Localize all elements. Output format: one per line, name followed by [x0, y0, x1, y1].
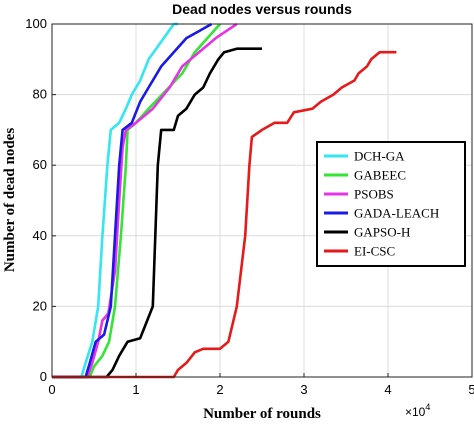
x-tick-label: 3: [300, 382, 307, 397]
y-axis-label: Number of dead nodes: [2, 128, 18, 272]
legend: DCH-GA GABEEC PSOBS GADA-LEACH GAPSO-H EI-CSC: [316, 141, 466, 267]
legend-label-gapso-h: GAPSO-H: [354, 225, 410, 240]
x-tick-label: 5: [468, 382, 474, 397]
y-tick-label: 0: [40, 369, 47, 384]
ticks: 0 1 2 3 4 5 0 20 40 60 80 100: [25, 16, 474, 397]
series-line-psobs: [52, 22, 238, 379]
series-line-gada-leach: [52, 22, 213, 379]
x-tick-label: 2: [216, 382, 223, 397]
y-tick-label: 100: [25, 16, 47, 31]
x-tick-label: 4: [384, 382, 391, 397]
series-line-ei-csc: [52, 50, 397, 379]
x-tick-label: 0: [48, 382, 55, 397]
x-tick-label: 1: [132, 382, 139, 397]
series-line-gapso-h: [52, 47, 262, 379]
x-exponent-power: 4: [425, 402, 430, 412]
legend-box: [316, 141, 466, 267]
series-line-gabeec: [52, 23, 221, 379]
legend-label-psobs: PSOBS: [354, 187, 394, 202]
x-exponent-base: ×10: [405, 405, 426, 419]
series-layer: [52, 22, 397, 379]
y-tick-label: 40: [33, 228, 47, 243]
y-tick-label: 80: [33, 87, 47, 102]
x-axis-label: Number of rounds: [203, 406, 321, 422]
y-tick-label: 60: [33, 157, 47, 172]
legend-label-ei-csc: EI-CSC: [354, 244, 395, 259]
y-tick-label: 20: [33, 298, 47, 313]
legend-label-gada-leach: GADA-LEACH: [354, 206, 439, 221]
plot-frame: [51, 23, 473, 378]
legend-label-dch-ga: DCH-GA: [354, 149, 405, 164]
series-line-dch-ga: [52, 22, 178, 379]
legend-label-gabeec: GABEEC: [354, 168, 406, 183]
chart-title: Dead nodes versus rounds: [172, 1, 352, 17]
x-exponent: ×104: [405, 402, 430, 419]
